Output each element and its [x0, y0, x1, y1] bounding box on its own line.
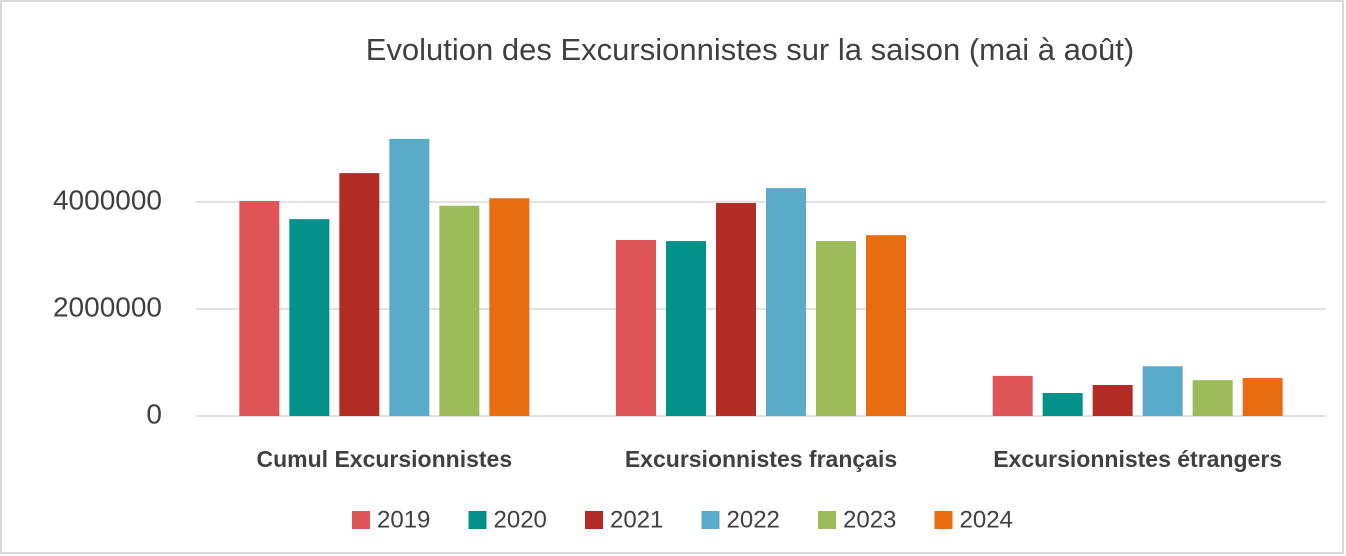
bar [439, 205, 480, 416]
legend-swatch [934, 511, 953, 529]
bar [489, 198, 530, 416]
bar [1092, 384, 1133, 416]
bar [339, 173, 380, 416]
bar [616, 239, 656, 416]
legend-label: 2023 [843, 506, 896, 533]
legend-label: 2022 [727, 506, 780, 533]
bar [1142, 366, 1183, 416]
chart-title: Evolution des Excursionnistes sur la sai… [366, 32, 1134, 67]
bar [239, 200, 280, 416]
bar [1242, 378, 1283, 416]
legend-label: 2021 [610, 506, 663, 533]
legend-swatch [352, 511, 370, 529]
y-tick-label: 4000000 [53, 184, 162, 215]
legend-swatch [701, 511, 720, 529]
legend-label: 2024 [960, 506, 1013, 533]
legend-label: 2019 [377, 506, 430, 533]
legend-swatch [468, 511, 487, 529]
legend-swatch [585, 511, 603, 529]
x-tick-label: Excursionnistes français [625, 446, 897, 472]
y-tick-label: 0 [146, 398, 162, 429]
bar [1192, 380, 1233, 416]
bar [289, 219, 330, 416]
legend-label: 2020 [494, 506, 547, 533]
bar [1042, 392, 1083, 416]
bar [866, 235, 906, 416]
bar [766, 188, 806, 416]
bar [666, 241, 706, 416]
y-tick-label: 2000000 [53, 291, 162, 322]
bar [992, 375, 1033, 416]
legend-swatch [818, 511, 836, 529]
bar [716, 203, 756, 416]
x-tick-label: Cumul Excursionnistes [257, 446, 513, 472]
bar [816, 241, 856, 416]
bar [389, 138, 430, 416]
x-tick-label: Excursionnistes étrangers [993, 446, 1282, 472]
